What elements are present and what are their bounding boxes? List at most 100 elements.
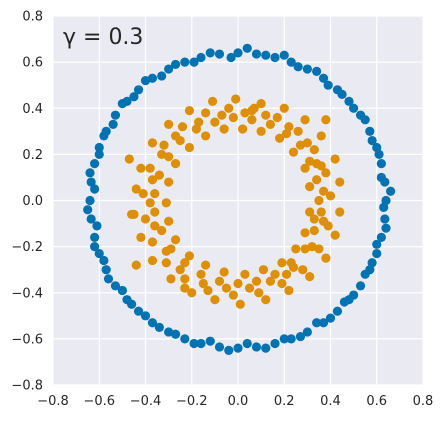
series-1-point-103 xyxy=(261,110,271,120)
series-1-point-120 xyxy=(318,216,329,226)
series-0-point-69 xyxy=(154,322,164,332)
series-0-point-61 xyxy=(140,75,151,86)
series-0-point-94 xyxy=(140,311,151,321)
series-1-point-45 xyxy=(254,288,264,298)
series-1-point-63 xyxy=(170,235,181,245)
series-1-point-76 xyxy=(300,115,310,125)
series-0-point-37 xyxy=(196,338,206,349)
series-0-point-14 xyxy=(214,49,225,59)
series-0-point-93 xyxy=(117,285,127,296)
series-0-point-39 xyxy=(233,343,243,353)
series-1-point-88 xyxy=(147,255,158,266)
series-0-point-34 xyxy=(147,318,158,328)
series-0-point-26 xyxy=(85,195,95,206)
x-tick-label-7: 0.6 xyxy=(366,394,387,409)
series-0-point-55 xyxy=(337,89,347,100)
series-1-point-19 xyxy=(214,276,225,286)
series-0-point-33 xyxy=(133,306,144,316)
series-1-point-127 xyxy=(247,105,257,116)
series-1-point-2 xyxy=(305,156,315,166)
series-0-point-65 xyxy=(83,205,93,215)
series-1-point-97 xyxy=(330,230,340,240)
series-1-point-53 xyxy=(275,133,285,143)
series-1-point-54 xyxy=(256,126,266,136)
series-0-point-95 xyxy=(170,329,181,339)
series-1-point-106 xyxy=(194,117,204,127)
x-tick-label-4: 0.0 xyxy=(228,394,249,409)
series-1-point-94 xyxy=(284,285,294,296)
series-0-point-21 xyxy=(110,110,121,120)
series-0-point-102 xyxy=(372,239,382,249)
series-0-point-98 xyxy=(279,334,289,344)
series-1-point-62 xyxy=(164,216,174,226)
tick-labels: −0.8 −0.6 −0.4 −0.2 0.0 0.2 0.4 0.6 0.8−0.8−0.6−… xyxy=(11,10,433,410)
series-0-point-15 xyxy=(196,52,206,63)
data-points xyxy=(83,43,396,356)
series-0-point-79 xyxy=(367,135,377,146)
series-0-point-31 xyxy=(110,281,121,291)
series-1-point-77 xyxy=(279,103,289,113)
y-tick-label-5: 0.2 xyxy=(22,148,43,163)
series-1-point-47 xyxy=(298,265,308,275)
series-0-point-36 xyxy=(180,334,190,344)
series-0-point-57 xyxy=(279,50,289,60)
series-0-point-96 xyxy=(205,336,215,346)
series-0-point-41 xyxy=(270,338,280,349)
series-1-point-84 xyxy=(136,163,146,173)
series-1-point-128 xyxy=(180,283,190,293)
series-1-point-40 xyxy=(147,237,158,247)
x-tick-label-8: 0.8 xyxy=(413,394,434,409)
series-0-point-70 xyxy=(189,338,199,349)
series-1-point-75 xyxy=(316,131,326,141)
series-0-point-68 xyxy=(127,299,137,309)
series-1-point-102 xyxy=(284,122,294,132)
series-1-point-46 xyxy=(277,278,287,289)
series-0-point-47 xyxy=(355,281,366,291)
series-0-point-99 xyxy=(312,318,322,328)
x-tick-label-5: 0.2 xyxy=(274,394,295,409)
y-tick-label-8: 0.8 xyxy=(22,10,43,25)
series-1-point-73 xyxy=(335,177,345,187)
series-0-point-23 xyxy=(94,142,104,153)
series-1-point-129 xyxy=(281,269,292,279)
series-0-point-90 xyxy=(90,184,100,194)
series-0-point-67 xyxy=(103,274,114,284)
x-tick-label-1: −0.6 xyxy=(83,394,115,409)
series-1-point-39 xyxy=(140,214,151,224)
x-tick-label-3: −0.2 xyxy=(176,394,208,409)
series-0-point-97 xyxy=(242,338,252,349)
series-0-point-83 xyxy=(261,50,271,60)
series-0-point-87 xyxy=(129,92,139,102)
series-1-point-50 xyxy=(305,182,315,192)
series-1-point-44 xyxy=(228,290,238,300)
series-0-point-75 xyxy=(349,290,359,300)
series-1-point-67 xyxy=(240,269,250,279)
series-1-point-109 xyxy=(147,175,158,185)
series-0-point-74 xyxy=(325,313,336,323)
series-1-point-60 xyxy=(164,177,174,187)
y-tick-label-1: −0.6 xyxy=(11,332,43,347)
series-1-point-42 xyxy=(180,274,190,284)
series-1-point-22 xyxy=(270,269,280,279)
y-tick-label-2: −0.4 xyxy=(11,286,43,301)
series-0-point-88 xyxy=(108,119,118,129)
series-1-point-13 xyxy=(150,188,160,199)
series-0-point-12 xyxy=(251,49,262,59)
series-1-point-66 xyxy=(219,267,229,277)
series-0-point-9 xyxy=(302,64,312,74)
series-1-point-87 xyxy=(136,232,146,242)
series-1-point-12 xyxy=(154,170,164,180)
series-1-point-95 xyxy=(305,272,315,282)
series-1-point-37 xyxy=(145,163,155,173)
series-0-point-11 xyxy=(270,52,280,63)
series-1-point-33 xyxy=(224,103,234,113)
series-0-point-64 xyxy=(85,168,95,178)
series-1-point-1 xyxy=(312,175,322,185)
series-0-point-49 xyxy=(372,248,382,259)
series-0-point-78 xyxy=(376,172,386,183)
series-0-point-44 xyxy=(318,318,329,328)
series-1-point-89 xyxy=(166,274,176,284)
series-0-point-89 xyxy=(94,149,104,159)
series-1-point-72 xyxy=(305,207,315,217)
series-0-point-43 xyxy=(302,327,312,337)
